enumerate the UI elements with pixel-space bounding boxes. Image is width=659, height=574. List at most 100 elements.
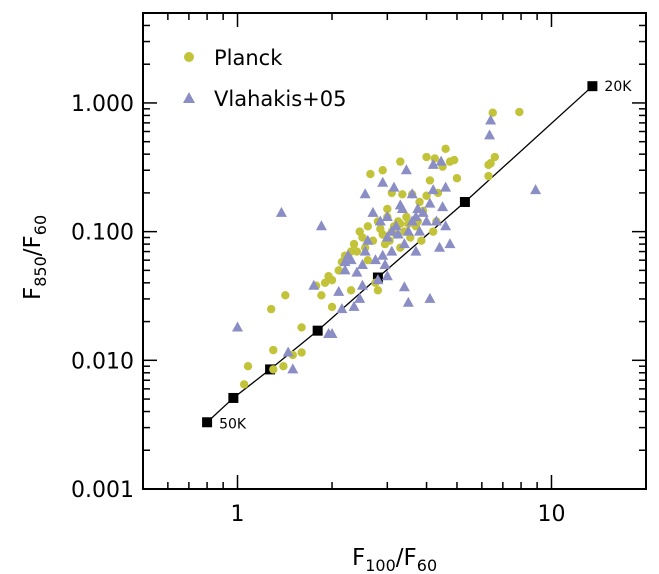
model-line-group: 50K 20K <box>202 79 632 432</box>
vlahakis-point <box>336 303 348 314</box>
planck-point <box>515 107 524 117</box>
vlahakis-point <box>386 245 398 256</box>
vlahakis-point <box>367 206 379 217</box>
vlahakis-point <box>412 202 424 213</box>
vlahakis-point <box>326 328 338 339</box>
model-line <box>206 85 593 423</box>
vlahakis-point <box>427 158 439 169</box>
planck-point <box>320 278 330 288</box>
vlahakis-point <box>530 184 542 195</box>
vlahakis-point <box>381 270 393 281</box>
planck-point <box>422 152 431 162</box>
planck-point <box>363 222 373 231</box>
planck-point <box>366 169 375 179</box>
vlahakis-point <box>282 346 294 357</box>
vlahakis-point <box>377 249 389 260</box>
vlahakis-point <box>377 176 389 187</box>
vlahakis-point <box>348 300 360 311</box>
planck-point <box>450 155 459 165</box>
vlahakis-point <box>484 129 496 140</box>
vlahakis-point <box>440 220 452 231</box>
planck-point <box>490 152 500 162</box>
x-tick-label: 10 <box>537 502 565 527</box>
planck-point <box>243 362 253 371</box>
planck-point <box>297 323 306 332</box>
vlahakis-point <box>417 206 429 217</box>
vlahakis-point <box>444 238 456 249</box>
vlahakis-point <box>354 292 366 303</box>
vlahakis-point <box>398 281 410 292</box>
vlahakis-point <box>402 296 414 307</box>
vlahakis-point <box>369 254 381 265</box>
data-points <box>232 107 542 389</box>
planck-point <box>346 286 356 295</box>
vlahakis-point <box>339 264 351 275</box>
planck-point <box>378 166 387 175</box>
planck-point <box>383 204 392 214</box>
vlahakis-point <box>362 234 374 245</box>
legend-label-vlahakis: Vlahakis+05 <box>214 87 347 111</box>
model-point <box>312 325 323 336</box>
vlahakis-point <box>356 259 368 270</box>
x-tick-label: 1 <box>231 502 245 527</box>
legend: Planck Vlahakis+05 <box>183 46 347 111</box>
model-point <box>202 417 213 428</box>
vlahakis-point <box>345 254 357 265</box>
vlahakis-point <box>421 215 433 226</box>
vlahakis-point <box>392 228 404 239</box>
vlahakis-point <box>308 279 320 290</box>
vlahakis-point <box>275 206 287 217</box>
vlahakis-point <box>430 215 442 226</box>
y-axis-label: F850/F60 <box>20 215 50 300</box>
vlahakis-point <box>381 210 393 221</box>
vlahakis-point <box>410 210 422 221</box>
vlahakis-point <box>287 363 299 374</box>
planck-point <box>452 174 462 183</box>
model-point <box>587 81 598 92</box>
vlahakis-point <box>390 220 402 231</box>
vlahakis-point <box>379 259 391 270</box>
vlahakis-point <box>315 220 327 231</box>
planck-point <box>402 212 411 222</box>
planck-point <box>373 286 383 295</box>
vlahakis-point <box>424 197 436 208</box>
planck-point <box>486 159 495 168</box>
axis-ticks <box>142 12 647 490</box>
legend-label-planck: Planck <box>214 46 283 70</box>
planck-point <box>297 348 306 357</box>
vlahakis-point <box>398 238 410 249</box>
legend-marker-vlahakis <box>183 92 195 103</box>
model-point <box>228 392 239 403</box>
planck-point <box>425 176 435 185</box>
vlahakis-point <box>386 225 398 236</box>
tick-labels: 1 10 0.001 0.010 0.100 1.000 <box>71 92 565 527</box>
planck-point <box>317 291 326 300</box>
x-axis-label: F100/F60 <box>352 545 437 574</box>
vlahakis-point <box>434 241 446 252</box>
planck-point <box>441 144 450 154</box>
temperature-annotation: 50K <box>219 416 247 432</box>
planck-point <box>352 247 362 256</box>
vlahakis-point <box>232 321 244 332</box>
planck-point <box>349 239 359 249</box>
planck-point <box>363 255 373 265</box>
vlahakis-point <box>356 279 368 290</box>
planck-point <box>417 236 426 245</box>
vlahakis-point <box>485 114 497 125</box>
planck-point <box>327 275 337 285</box>
vlahakis-point <box>402 225 414 236</box>
vlahakis-point <box>372 274 384 285</box>
vlahakis-point <box>359 245 371 256</box>
planck-point <box>327 302 337 312</box>
planck-point <box>428 227 438 236</box>
planck-point <box>266 304 276 314</box>
planck-point <box>358 233 367 242</box>
vlahakis-point <box>440 181 452 192</box>
planck-point <box>398 190 407 199</box>
legend-marker-planck <box>184 52 194 62</box>
planck-point <box>484 171 493 181</box>
vlahakis-point <box>410 245 422 256</box>
temperature-annotation: 20K <box>604 79 632 95</box>
vlahakis-point <box>381 231 393 242</box>
